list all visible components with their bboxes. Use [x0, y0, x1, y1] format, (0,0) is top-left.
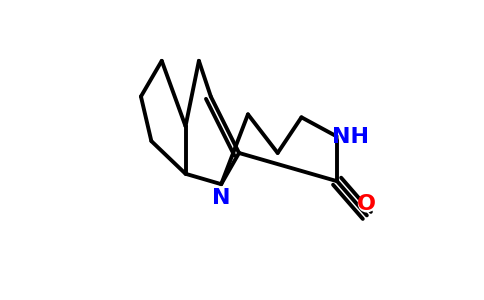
Circle shape: [359, 195, 375, 212]
Text: N: N: [212, 188, 230, 208]
Circle shape: [339, 125, 362, 148]
Circle shape: [213, 189, 229, 206]
Text: O: O: [357, 194, 377, 214]
Text: NH: NH: [332, 127, 369, 147]
